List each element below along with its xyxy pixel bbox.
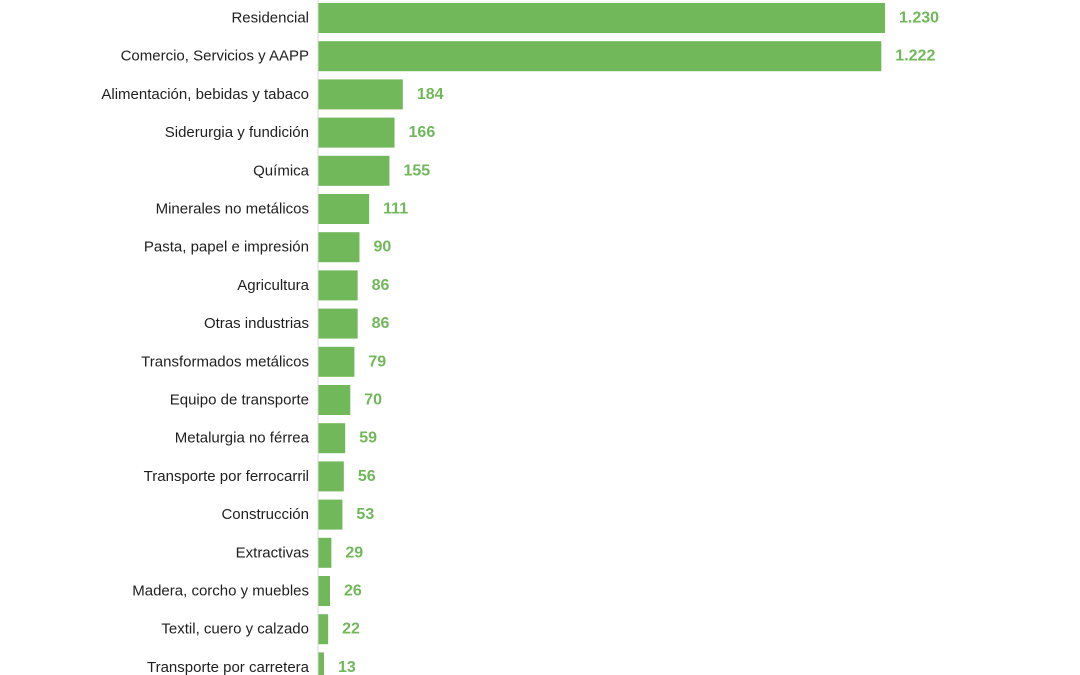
category-label-transporte-por-ferrocarril: Transporte por ferrocarril [144,468,309,485]
value-label-extractivas: 29 [345,544,363,561]
bar-pasta-papel-e-impresion [318,232,360,263]
bar-construccion [318,499,343,530]
bar-minerales-no-metalicos [318,194,370,224]
value-label-construccion: 53 [356,506,374,523]
category-label-metalurgia-no-ferrea: Metalurgia no férrea [175,430,310,447]
category-label-madera-corcho-y-muebles: Madera, corcho y muebles [132,583,309,600]
category-label-quimica: Química [253,162,310,179]
category-label-textil-cuero-y-calzado: Textil, cuero y calzado [161,621,309,638]
value-label-agricultura: 86 [372,277,390,294]
bar-transporte-por-ferrocarril [318,461,344,492]
category-label-residencial: Residencial [231,10,309,27]
value-label-madera-corcho-y-muebles: 26 [344,583,362,600]
category-label-transporte-por-carretera: Transporte por carretera [147,659,310,675]
value-label-residencial: 1.230 [899,10,939,27]
value-labels-group: 1.230 1.222 184 166 155 111 90 86 86 79 70 59 56 53 29… [338,10,939,675]
category-label-comercio-servicios-y-aapp: Comercio, Servicios y AAPP [121,48,309,65]
bar-textil-cuero-y-calzado [318,614,329,645]
category-label-alimentacion-bebidas-y-tabaco: Alimentación, bebidas y tabaco [101,86,309,103]
value-label-otras-industrias: 86 [372,315,390,332]
bar-siderurgia-y-fundicion [318,117,395,148]
bar-metalurgia-no-ferrea [318,423,346,454]
category-label-extractivas: Extractivas [236,544,309,561]
bar-extractivas [318,537,332,568]
category-label-pasta-papel-e-impresion: Pasta, papel e impresión [144,239,309,256]
bar-otras-industrias [318,308,358,339]
category-label-construccion: Construcción [221,506,309,523]
value-label-transporte-por-ferrocarril: 56 [358,468,376,485]
category-label-minerales-no-metalicos: Minerales no metálicos [156,201,309,218]
category-label-otras-industrias: Otras industrias [204,315,309,332]
value-label-textil-cuero-y-calzado: 22 [342,621,360,638]
value-label-pasta-papel-e-impresion: 90 [373,239,391,256]
value-label-alimentacion-bebidas-y-tabaco: 184 [417,86,444,103]
category-label-transformados-metalicos: Transformados metálicos [141,353,309,370]
bar-alimentacion-bebidas-y-tabaco [318,79,403,110]
category-label-equipo-de-transporte: Equipo de transporte [170,392,309,409]
value-label-transformados-metalicos: 79 [368,353,386,370]
value-label-equipo-de-transporte: 70 [364,392,382,409]
category-labels-group: Residencial Comercio, Servicios y AAPP Ali… [101,10,309,675]
bar-transporte-por-carretera [318,652,324,675]
value-label-minerales-no-metalicos: 111 [383,201,408,218]
value-label-quimica: 155 [403,162,430,179]
bar-comercio-servicios-y-aapp [318,41,882,72]
bars-group [318,3,885,675]
value-label-transporte-por-carretera: 13 [338,659,356,675]
category-label-agricultura: Agricultura [237,277,309,294]
bar-madera-corcho-y-muebles [318,576,330,606]
bar-equipo-de-transporte [318,385,351,415]
value-label-siderurgia-y-fundicion: 166 [409,124,436,141]
bar-residencial [318,3,885,33]
bar-quimica [318,155,390,186]
bar-agricultura [318,270,358,301]
bar-transformados-metalicos [318,346,355,377]
value-label-metalurgia-no-ferrea: 59 [359,430,377,447]
value-label-comercio-servicios-y-aapp: 1.222 [895,48,935,65]
category-label-siderurgia-y-fundicion: Siderurgia y fundición [165,124,309,141]
